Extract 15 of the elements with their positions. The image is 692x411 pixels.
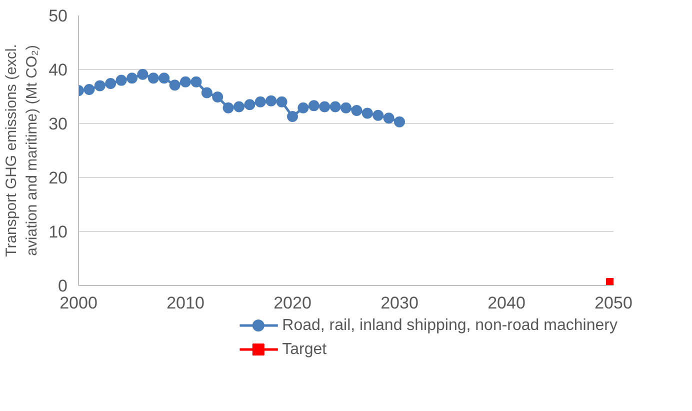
x-tick-label: 2050: [594, 294, 632, 312]
y-tick-label: 50: [48, 6, 68, 26]
legend-label: Road, rail, inland shipping, non-road machinery: [282, 317, 618, 334]
x-tick-label: 2040: [488, 294, 526, 312]
legend-label: Target: [282, 341, 328, 358]
x-tick-label: 2010: [166, 294, 204, 312]
y-tick-label: 20: [48, 168, 68, 188]
y-tick-label: 30: [48, 114, 68, 134]
y-tick-label: 40: [48, 60, 68, 80]
y-tick-label: 0: [58, 276, 68, 296]
y-axis-title: Transport GHG emissions (excl. aviation and maritime) (Mt CO₂): [3, 44, 41, 257]
x-tick-label: 2000: [60, 294, 98, 312]
x-tick-label: 2030: [380, 294, 418, 312]
x-tick-label: 2020: [274, 294, 312, 312]
y-tick-label: 10: [48, 222, 68, 242]
